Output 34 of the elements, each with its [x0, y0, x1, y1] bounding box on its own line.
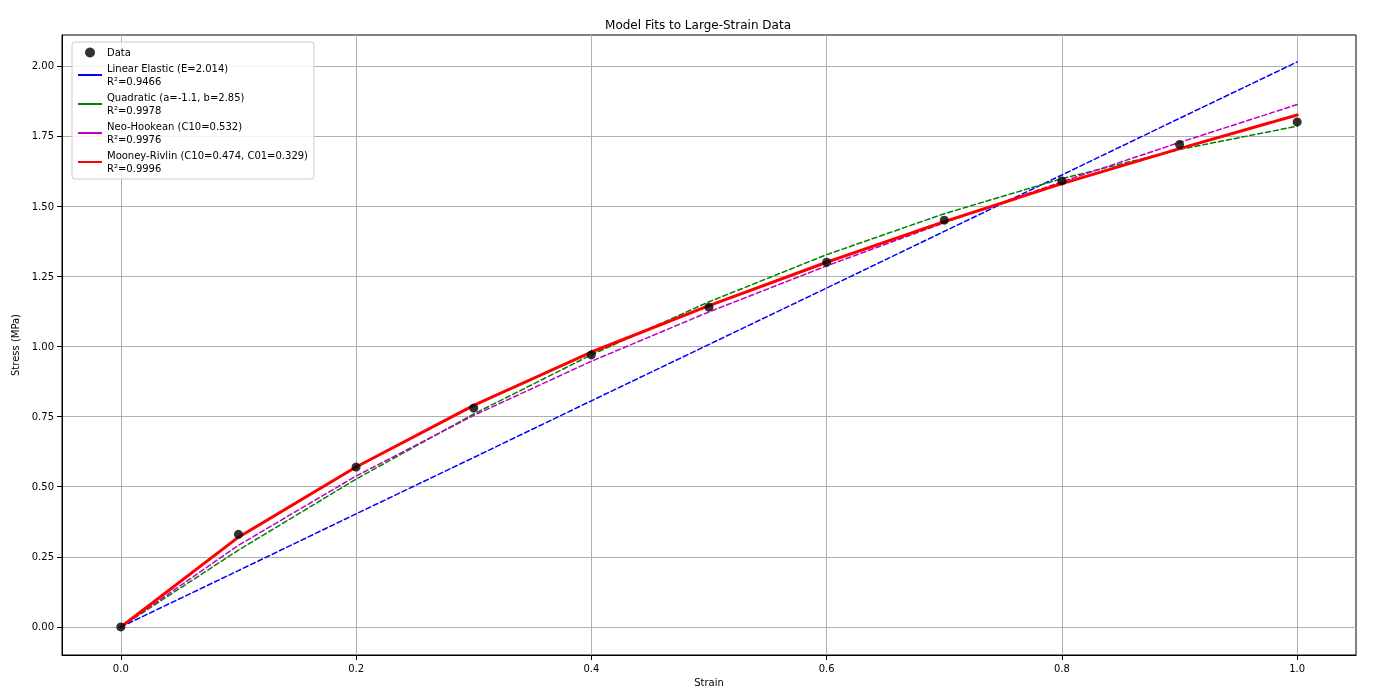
point — [586, 350, 596, 360]
x-tick-label: 0.2 — [348, 662, 365, 674]
point — [822, 257, 832, 267]
point — [704, 302, 714, 312]
legend-label: Quadratic (a=-1.1, b=2.85) R²=0.9978 — [107, 92, 245, 116]
point — [939, 215, 949, 225]
y-tick-label: 1.50 — [31, 200, 54, 212]
y-tick-label: 2.00 — [31, 60, 54, 72]
x-axis-title: Strain — [694, 677, 724, 689]
chart-title: Model Fits to Large-Strain Data — [605, 18, 791, 32]
legend-label: Mooney-Rivlin (C10=0.474, C01=0.329) R²=0.9996 — [107, 150, 309, 174]
point — [116, 622, 126, 632]
y-tick-label: 1.25 — [31, 270, 54, 282]
y-tick-label: 0.00 — [31, 621, 54, 633]
y-tick-label: 1.00 — [31, 340, 54, 352]
legend-label: Linear Elastic (E=2.014) R²=0.9466 — [107, 63, 229, 87]
y-tick-label: 0.50 — [31, 481, 54, 493]
x-tick-label: 0.6 — [818, 662, 835, 674]
y-tick-label: 1.75 — [31, 130, 54, 142]
x-tick-label: 0.0 — [112, 662, 129, 674]
point — [1175, 139, 1185, 149]
y-axis-title: Stress (MPa) — [10, 313, 22, 377]
legend-label: Neo-Hookean (C10=0.532) R²=0.9976 — [107, 121, 243, 145]
x-tick-label: 0.4 — [583, 662, 600, 674]
y-tick-label: 0.75 — [31, 411, 54, 423]
legend-label: Data — [107, 47, 131, 58]
x-tick-label: 1.0 — [1289, 662, 1306, 674]
point — [351, 462, 361, 472]
point — [233, 529, 243, 539]
x-tick-label: 0.8 — [1053, 662, 1070, 674]
point — [1057, 176, 1067, 186]
y-tick-label: 0.25 — [31, 551, 54, 563]
point — [469, 403, 479, 413]
point — [1292, 117, 1302, 127]
